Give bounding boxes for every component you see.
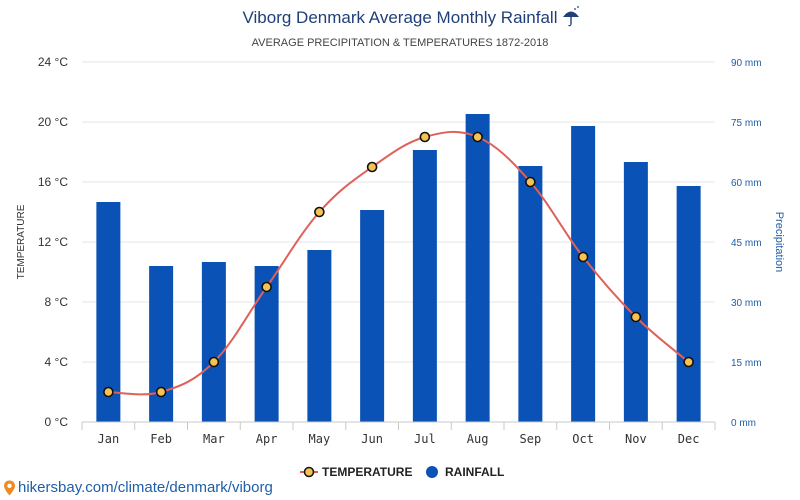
rainfall-bar-nov[interactable] [623,162,648,422]
source-link-text: hikersbay.com/climate/denmark/viborg [18,479,273,496]
x-tick-label: Oct [572,432,594,446]
location-pin-icon [4,480,15,495]
left-tick-label: 0 °C [45,415,69,429]
right-tick-label: 90 mm [731,58,762,69]
temperature-point-feb[interactable] [155,386,167,398]
x-tick-label: Nov [625,432,647,446]
temperature-point-nov[interactable] [630,311,642,323]
chart-subtitle: AVERAGE PRECIPITATION & TEMPERATURES 187… [252,37,549,49]
gridlines [82,61,715,363]
temperature-point-oct[interactable] [577,251,589,263]
rainfall-bar-jan[interactable] [96,202,121,422]
temperature-point-may[interactable] [314,206,325,218]
temperature-markers [103,131,694,398]
legend: TEMPERATURE RAINFALL [300,465,504,479]
temperature-point-dec[interactable] [683,356,694,368]
left-tick-labels: 0 °C 4 °C 8 °C 12 °C 16 °C 20 °C 24 °C [38,55,68,429]
legend-bar-swatch [426,466,438,478]
x-tick-label: Dec [678,432,700,446]
temperature-point-jun[interactable] [366,161,378,173]
rainfall-bar-jun[interactable] [360,210,385,422]
rainfall-bar-mar[interactable] [201,262,226,422]
temperature-point-jul[interactable] [419,131,431,143]
legend-rainfall[interactable]: RAINFALL [426,465,504,479]
temperature-point-jan[interactable] [103,386,114,398]
left-tick-label: 24 °C [38,55,68,69]
x-tick-label: Feb [150,432,172,446]
left-tick-label: 8 °C [45,295,69,309]
rainfall-bar-oct[interactable] [571,126,596,422]
rainfall-bar-sep[interactable] [518,166,543,422]
right-axis-label: Precipitation [773,212,785,273]
rainfall-bar-dec[interactable] [676,186,701,422]
left-tick-label: 4 °C [45,355,69,369]
right-tick-labels: 0 mm 15 mm 30 mm 45 mm 60 mm 75 mm 90 mm [731,58,762,429]
x-tick-label: Sep [520,432,542,446]
rainfall-bar-aug[interactable] [465,114,490,422]
x-tick-label: May [309,432,331,446]
x-axis: Jan Feb Mar Apr May Jun Jul Aug Sep Oct Nov Dec [81,421,716,446]
rainfall-bar-jul[interactable] [412,150,437,422]
temperature-point-apr[interactable] [261,281,272,293]
temperature-point-mar[interactable] [208,356,220,368]
rainfall-bars [96,114,701,422]
right-tick-label: 0 mm [731,418,756,429]
rainfall-bar-may[interactable] [307,250,332,422]
legend-rainfall-label: RAINFALL [445,465,504,479]
right-tick-label: 15 mm [731,358,762,369]
x-tick-label: Mar [203,432,225,446]
temperature-line-path [108,130,690,396]
legend-temperature[interactable]: TEMPERATURE [300,465,412,479]
x-tick-label: Jun [361,432,383,446]
left-axis-label: TEMPERATURE [16,204,27,279]
legend-temperature-label: TEMPERATURE [322,465,412,479]
right-tick-label: 30 mm [731,298,762,309]
x-tick-label: Aug [467,432,489,446]
left-tick-label: 12 °C [38,235,68,249]
left-tick-label: 20 °C [38,115,68,129]
temperature-point-sep[interactable] [525,176,536,188]
source-link[interactable]: hikersbay.com/climate/denmark/viborg [3,479,273,496]
x-tick-label: Jan [98,432,120,446]
right-tick-label: 75 mm [731,118,762,129]
temperature-point-aug[interactable] [472,131,483,143]
x-tick-label: Jul [414,432,436,446]
right-tick-label: 45 mm [731,238,762,249]
legend-marker-swatch [303,466,315,478]
left-tick-label: 16 °C [38,175,68,189]
x-tick-label: Apr [256,432,278,446]
rainfall-bar-feb[interactable] [149,266,174,422]
temperature-line [108,130,690,396]
chart-title: Viborg Denmark Average Monthly Rainfall [243,8,558,27]
umbrella-rain-icon [563,6,579,27]
right-tick-label: 60 mm [731,178,762,189]
